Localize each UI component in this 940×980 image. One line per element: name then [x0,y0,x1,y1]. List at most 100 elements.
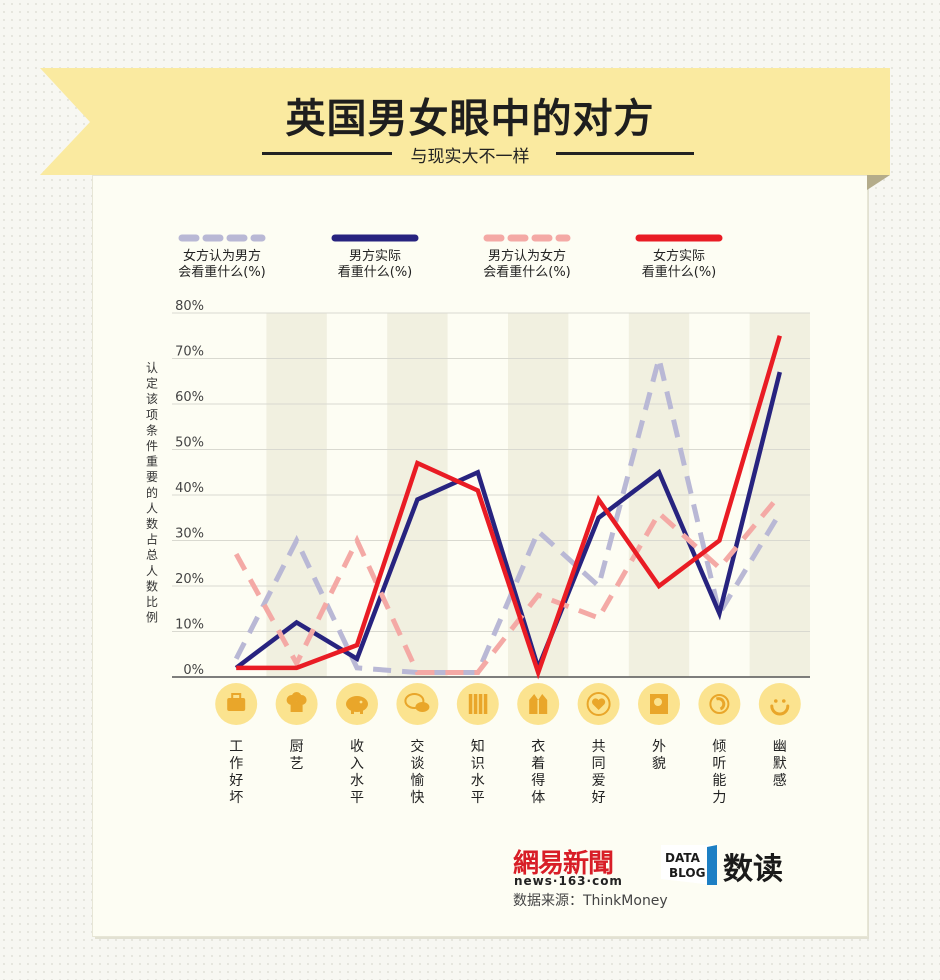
heart-icon [586,692,611,716]
datablog-line2: BLOG [669,866,705,880]
datablog-line1: DATA [665,851,701,865]
category-label-char: 艺 [290,756,304,772]
ear-ring [709,694,730,714]
legend-label: 会看重什么(%) [483,264,571,280]
category-label-char: 外 [652,739,666,755]
category-label-char: 共 [592,739,606,755]
legend-label: 男方认为女方 [488,248,566,264]
category-label-char: 作 [229,756,243,772]
category-label-char: 着 [531,756,545,772]
ear-listening-icon [709,694,730,714]
y-axis-label-char: 条 [146,423,158,437]
data-source: 数据来源：ThinkMoney [513,893,668,909]
y-tick-label: 50% [175,436,204,451]
netease-url: news·163·com [514,874,623,888]
category-icon-circle [758,683,801,725]
pig-leg [360,710,363,714]
y-axis-label-char: 例 [146,611,158,625]
y-axis-label-char: 要 [146,470,158,484]
y-axis-label-char: 人 [146,501,158,515]
category-label-char: 平 [350,790,364,806]
category-label-char: 收 [350,739,364,755]
category-label-char: 知 [471,738,485,755]
category-label-char: 水 [350,773,364,789]
pig-body [346,696,368,712]
legend-label: 看重什么(%) [338,264,413,280]
category-label-char: 愉 [410,773,424,789]
legend-label: 男方实际 [349,248,401,264]
category-label-char: 谈 [410,756,424,772]
y-axis-label-char: 项 [146,408,158,422]
category-icon-circle [698,683,741,725]
title-ribbon [40,68,890,190]
category-label-char: 感 [773,772,787,789]
series-line-4 [236,335,782,680]
y-tick-label: 70% [175,345,204,360]
subtitle-rule-left [262,152,392,155]
category-label-char: 交 [410,738,424,755]
legend-label: 会看重什么(%) [178,264,266,280]
legend-label: 看重什么(%) [642,264,717,280]
face-portrait-icon [650,694,668,714]
book-spine [483,694,488,714]
pig-leg [351,710,354,714]
y-tick-label: 20% [175,572,204,587]
category-label-char: 体 [531,790,545,806]
category-icon-circle [456,683,499,725]
page-title: 英国男女眼中的对方 [285,96,655,142]
y-axis-label-char: 重 [146,455,158,469]
smiley-icon [770,699,790,716]
y-axis-label-char: 的 [146,485,158,500]
y-axis-label-char: 件 [146,439,158,453]
category-label-char: 得 [531,772,545,789]
pig-eye [359,700,363,704]
briefcase-handle [231,693,242,700]
category-label-char: 倾 [712,739,726,755]
category-label-char: 貌 [652,756,666,772]
y-axis-label-char: 人 [146,564,158,578]
heart-shape [591,698,606,710]
briefcase-body [227,698,246,711]
chat-bubbles-icon [404,693,430,712]
y-axis-label-char: 数 [146,516,158,531]
category-label-char: 好 [592,790,606,806]
legend-label: 女方认为男方 [183,248,261,264]
series-line-3 [234,493,782,675]
y-axis-label-char: 总 [146,548,158,562]
netease-news-logo: 網易新聞 [513,843,614,880]
y-axis-label-char: 认 [146,361,158,375]
y-axis-label-char: 该 [146,392,158,406]
y-tick-label: 60% [175,390,204,405]
datablog-name: 数读 [723,852,783,887]
category-label-char: 水 [471,773,485,789]
book-spine [468,694,473,714]
datablog-badge: DATA BLOG [661,845,717,885]
bubble [415,702,430,712]
portrait-head [654,698,662,706]
category-label-char: 默 [773,756,787,772]
subtitle-rule-right [556,152,694,155]
y-tick-label: 0% [183,663,204,678]
category-label-char: 同 [592,756,606,772]
category-label-char: 坏 [229,790,243,806]
category-label-char: 厨 [290,739,304,755]
legend-label: 女方实际 [653,248,705,264]
y-tick-label: 10% [175,618,204,633]
category-label-char: 能 [712,773,726,789]
category-label-char: 幽 [773,739,787,755]
ear-shape [715,697,726,711]
heart-ring [586,692,611,716]
y-axis-label-char: 定 [146,376,158,391]
briefcase-icon [227,693,246,711]
category-label-char: 平 [471,790,485,806]
y-tick-label: 40% [175,481,204,496]
hat-puff [291,692,302,702]
y-axis-label-char: 数 [146,578,158,593]
y-axis-label-char: 比 [146,595,158,609]
category-label-char: 快 [410,790,424,806]
category-label-char: 工 [229,739,243,755]
book-spine [478,694,483,714]
category-label-char: 好 [229,773,243,789]
y-axis-label-char: 占 [146,532,158,547]
